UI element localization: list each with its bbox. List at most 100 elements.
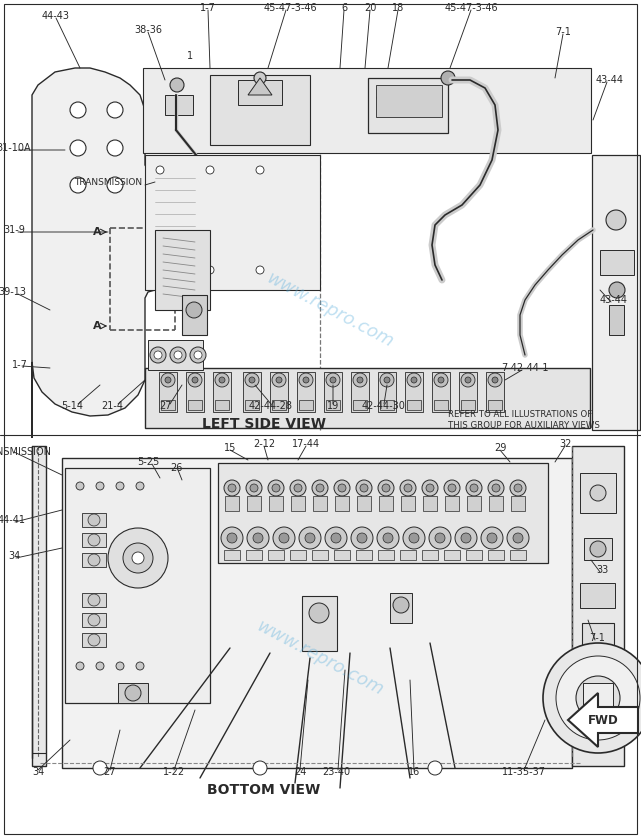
Text: 1: 1 (187, 51, 193, 61)
Bar (143, 68, 591, 430)
Bar (182, 295, 207, 335)
Circle shape (70, 102, 86, 118)
Bar (82, 633, 106, 647)
Bar (161, 400, 175, 410)
Text: 15: 15 (224, 443, 236, 453)
Circle shape (422, 480, 438, 496)
Bar (378, 372, 396, 412)
Text: 27: 27 (160, 401, 172, 411)
Circle shape (353, 373, 367, 387)
Circle shape (125, 685, 141, 701)
Circle shape (309, 603, 329, 623)
Bar (82, 613, 106, 627)
Bar (145, 368, 590, 428)
Bar (510, 550, 526, 560)
Text: 26: 26 (170, 463, 182, 473)
Bar (378, 550, 394, 560)
Circle shape (268, 480, 284, 496)
Bar (188, 400, 202, 410)
Circle shape (186, 302, 202, 318)
Bar (572, 446, 624, 766)
Text: 31-9: 31-9 (3, 225, 25, 235)
Bar (582, 623, 614, 651)
Circle shape (356, 480, 372, 496)
Bar (467, 496, 481, 511)
Circle shape (429, 527, 451, 549)
Bar (213, 372, 231, 412)
Circle shape (273, 527, 295, 549)
Circle shape (132, 552, 144, 564)
Bar (486, 372, 504, 412)
Circle shape (510, 480, 526, 496)
Circle shape (290, 480, 306, 496)
Bar (246, 550, 262, 560)
Bar (62, 458, 572, 768)
Bar (584, 538, 612, 560)
Bar (155, 230, 210, 310)
Text: 34: 34 (8, 551, 20, 561)
Text: 2-12: 2-12 (253, 439, 275, 449)
Circle shape (326, 373, 340, 387)
Circle shape (150, 347, 166, 363)
Circle shape (279, 533, 289, 543)
Circle shape (107, 102, 123, 118)
Text: www.repro.com: www.repro.com (253, 617, 387, 699)
Circle shape (441, 71, 455, 85)
Text: 7-1: 7-1 (589, 633, 605, 643)
Bar (466, 550, 482, 560)
Circle shape (434, 373, 448, 387)
Text: 19: 19 (327, 401, 339, 411)
Text: FWD: FWD (588, 713, 619, 727)
Circle shape (116, 662, 124, 670)
Circle shape (513, 533, 523, 543)
Circle shape (357, 533, 367, 543)
Circle shape (448, 484, 456, 492)
Bar (118, 683, 148, 703)
Circle shape (88, 514, 100, 526)
Circle shape (316, 484, 324, 492)
Text: TRANSMISSION: TRANSMISSION (0, 447, 51, 457)
Bar (312, 550, 328, 560)
Circle shape (466, 480, 482, 496)
Bar (270, 372, 288, 412)
Circle shape (170, 78, 184, 92)
Bar (324, 372, 342, 412)
Circle shape (400, 480, 416, 496)
Bar (313, 496, 327, 511)
Circle shape (576, 676, 620, 720)
Bar (247, 496, 261, 511)
Bar (379, 496, 393, 511)
Circle shape (455, 527, 477, 549)
Circle shape (382, 484, 390, 492)
Bar (268, 550, 284, 560)
Circle shape (312, 480, 328, 496)
Bar (351, 372, 369, 412)
Circle shape (245, 373, 259, 387)
Bar (401, 496, 415, 511)
Circle shape (154, 351, 162, 359)
Circle shape (305, 533, 315, 543)
Bar (290, 550, 306, 560)
Bar (380, 400, 394, 410)
Bar (353, 400, 367, 410)
Text: A: A (94, 227, 102, 237)
Circle shape (507, 527, 529, 549)
Bar (291, 496, 305, 511)
Circle shape (88, 594, 100, 606)
Text: REFER TO ALL ILLUSTRATIONS OF
THIS GROUP FOR AUXILIARY VIEWS: REFER TO ALL ILLUSTRATIONS OF THIS GROUP… (448, 411, 600, 430)
Circle shape (556, 656, 640, 740)
Circle shape (377, 93, 387, 103)
Bar (459, 372, 477, 412)
Circle shape (76, 482, 84, 490)
Circle shape (156, 166, 164, 174)
Bar (82, 533, 106, 547)
Text: TRANSMISSION: TRANSMISSION (74, 178, 142, 187)
Circle shape (247, 527, 269, 549)
Circle shape (219, 377, 225, 383)
Text: 6: 6 (341, 3, 347, 13)
Bar (269, 496, 283, 511)
Circle shape (465, 377, 471, 383)
Circle shape (228, 484, 236, 492)
Bar (0, 0, 641, 435)
Circle shape (590, 541, 606, 557)
